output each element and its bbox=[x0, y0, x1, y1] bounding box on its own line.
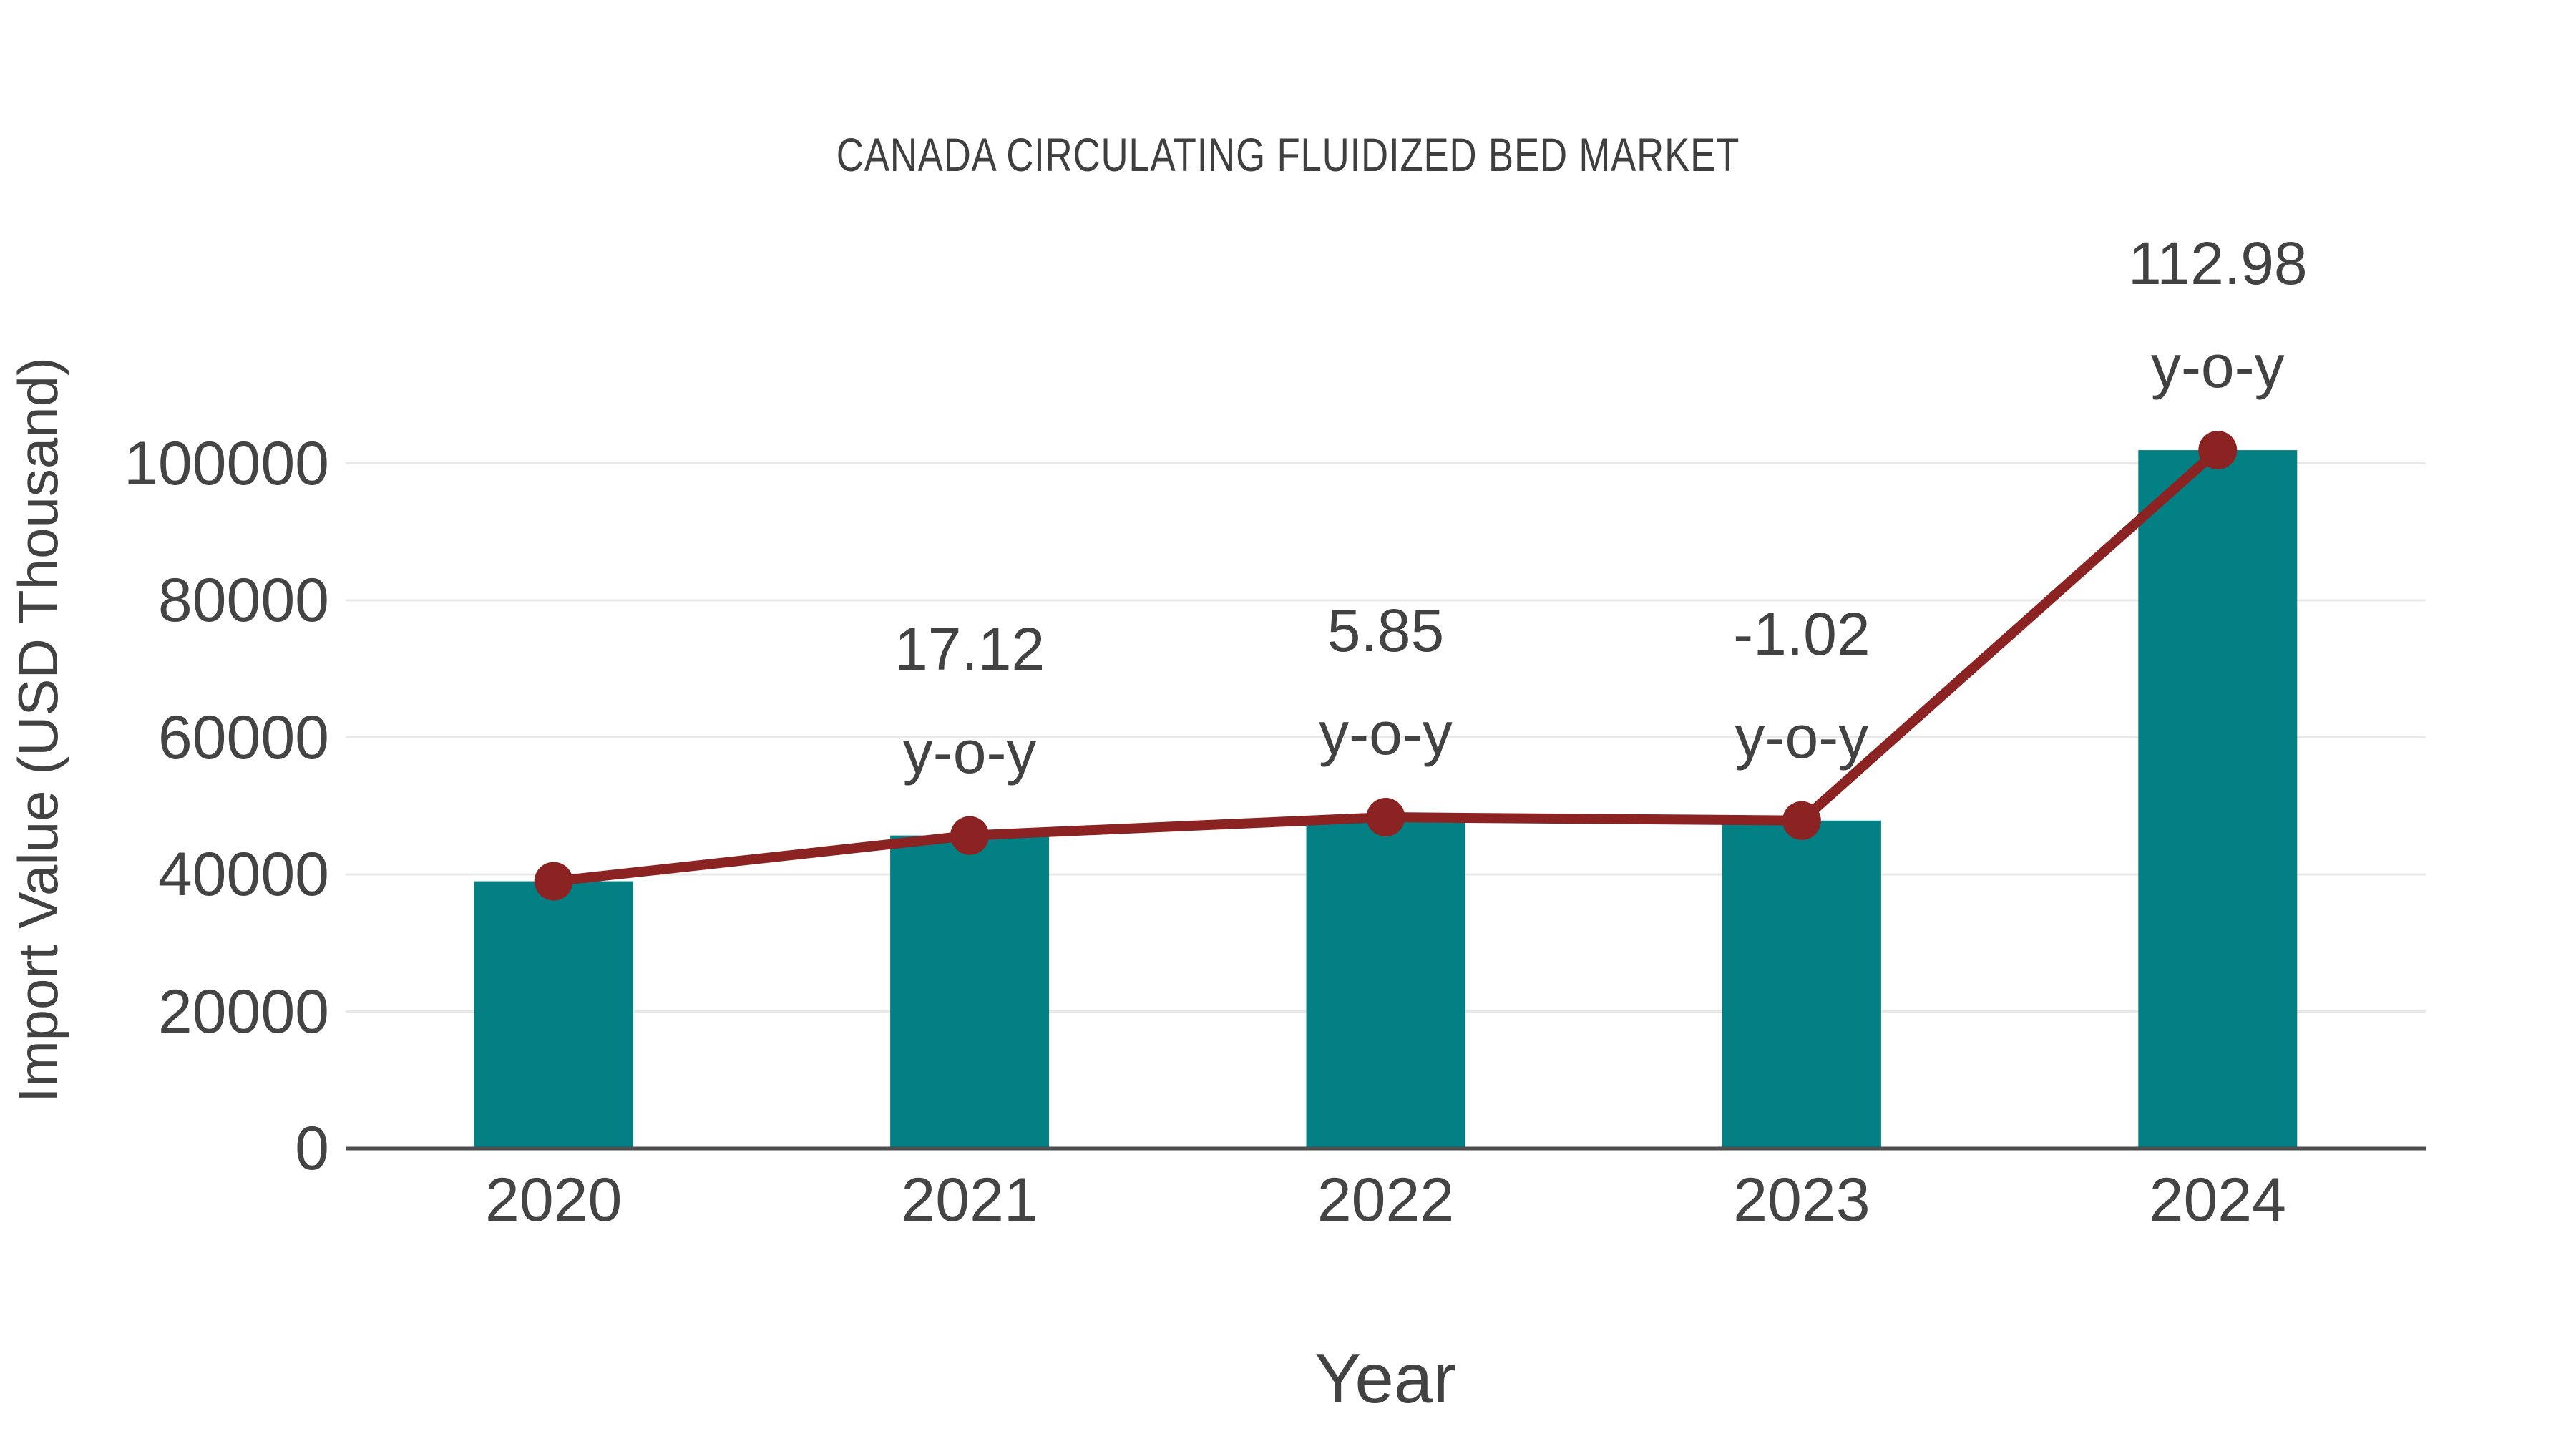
growth-marker-2024 bbox=[2198, 431, 2238, 470]
growth-marker-2023 bbox=[1782, 801, 1821, 840]
annotation-suffix: y-o-y bbox=[1319, 700, 1453, 768]
y-tick-60000: 60000 bbox=[157, 703, 329, 772]
y-tick-20000: 20000 bbox=[157, 977, 329, 1046]
growth-marker-2020 bbox=[534, 862, 573, 901]
bar-2022 bbox=[1306, 817, 1465, 1148]
annotation-2024: 112.98 y-o-y bbox=[1989, 212, 2446, 418]
annotation-suffix: y-o-y bbox=[902, 718, 1037, 786]
y-tick-40000: 40000 bbox=[157, 840, 329, 909]
x-tick-2023: 2023 bbox=[1733, 1166, 1870, 1234]
bar-2024 bbox=[2138, 450, 2298, 1148]
bar-2023 bbox=[1722, 820, 1881, 1148]
x-tick-2024: 2024 bbox=[2149, 1166, 2286, 1234]
annotation-value: 17.12 bbox=[894, 615, 1045, 683]
bar-2021 bbox=[890, 835, 1050, 1148]
x-axis-title: Year bbox=[1314, 1339, 1456, 1418]
annotation-value: 112.98 bbox=[2127, 230, 2308, 298]
chart-title: CANADA CIRCULATING FLUIDIZED BED MARKET bbox=[0, 127, 2576, 182]
annotation-value: 5.85 bbox=[1327, 597, 1445, 665]
annotation-suffix: y-o-y bbox=[1735, 703, 1869, 771]
annotation-suffix: y-o-y bbox=[2150, 333, 2285, 401]
x-tick-2021: 2021 bbox=[901, 1166, 1038, 1234]
y-tick-80000: 80000 bbox=[157, 566, 329, 635]
chart-title-text: CANADA CIRCULATING FLUIDIZED BED MARKET bbox=[836, 128, 1740, 181]
y-tick-100000: 100000 bbox=[124, 429, 329, 498]
y-tick-0: 0 bbox=[295, 1114, 329, 1183]
annotation-2023: -1.02 y-o-y bbox=[1573, 582, 2031, 789]
growth-marker-2022 bbox=[1366, 798, 1405, 837]
annotation-value: -1.02 bbox=[1733, 600, 1870, 668]
growth-marker-2021 bbox=[950, 816, 990, 855]
x-tick-2020: 2020 bbox=[485, 1166, 623, 1234]
annotation-2022: 5.85 y-o-y bbox=[1157, 579, 1615, 785]
bar-2020 bbox=[474, 881, 633, 1148]
annotation-2021: 17.12 y-o-y bbox=[741, 597, 1199, 804]
x-tick-2022: 2022 bbox=[1317, 1166, 1455, 1234]
